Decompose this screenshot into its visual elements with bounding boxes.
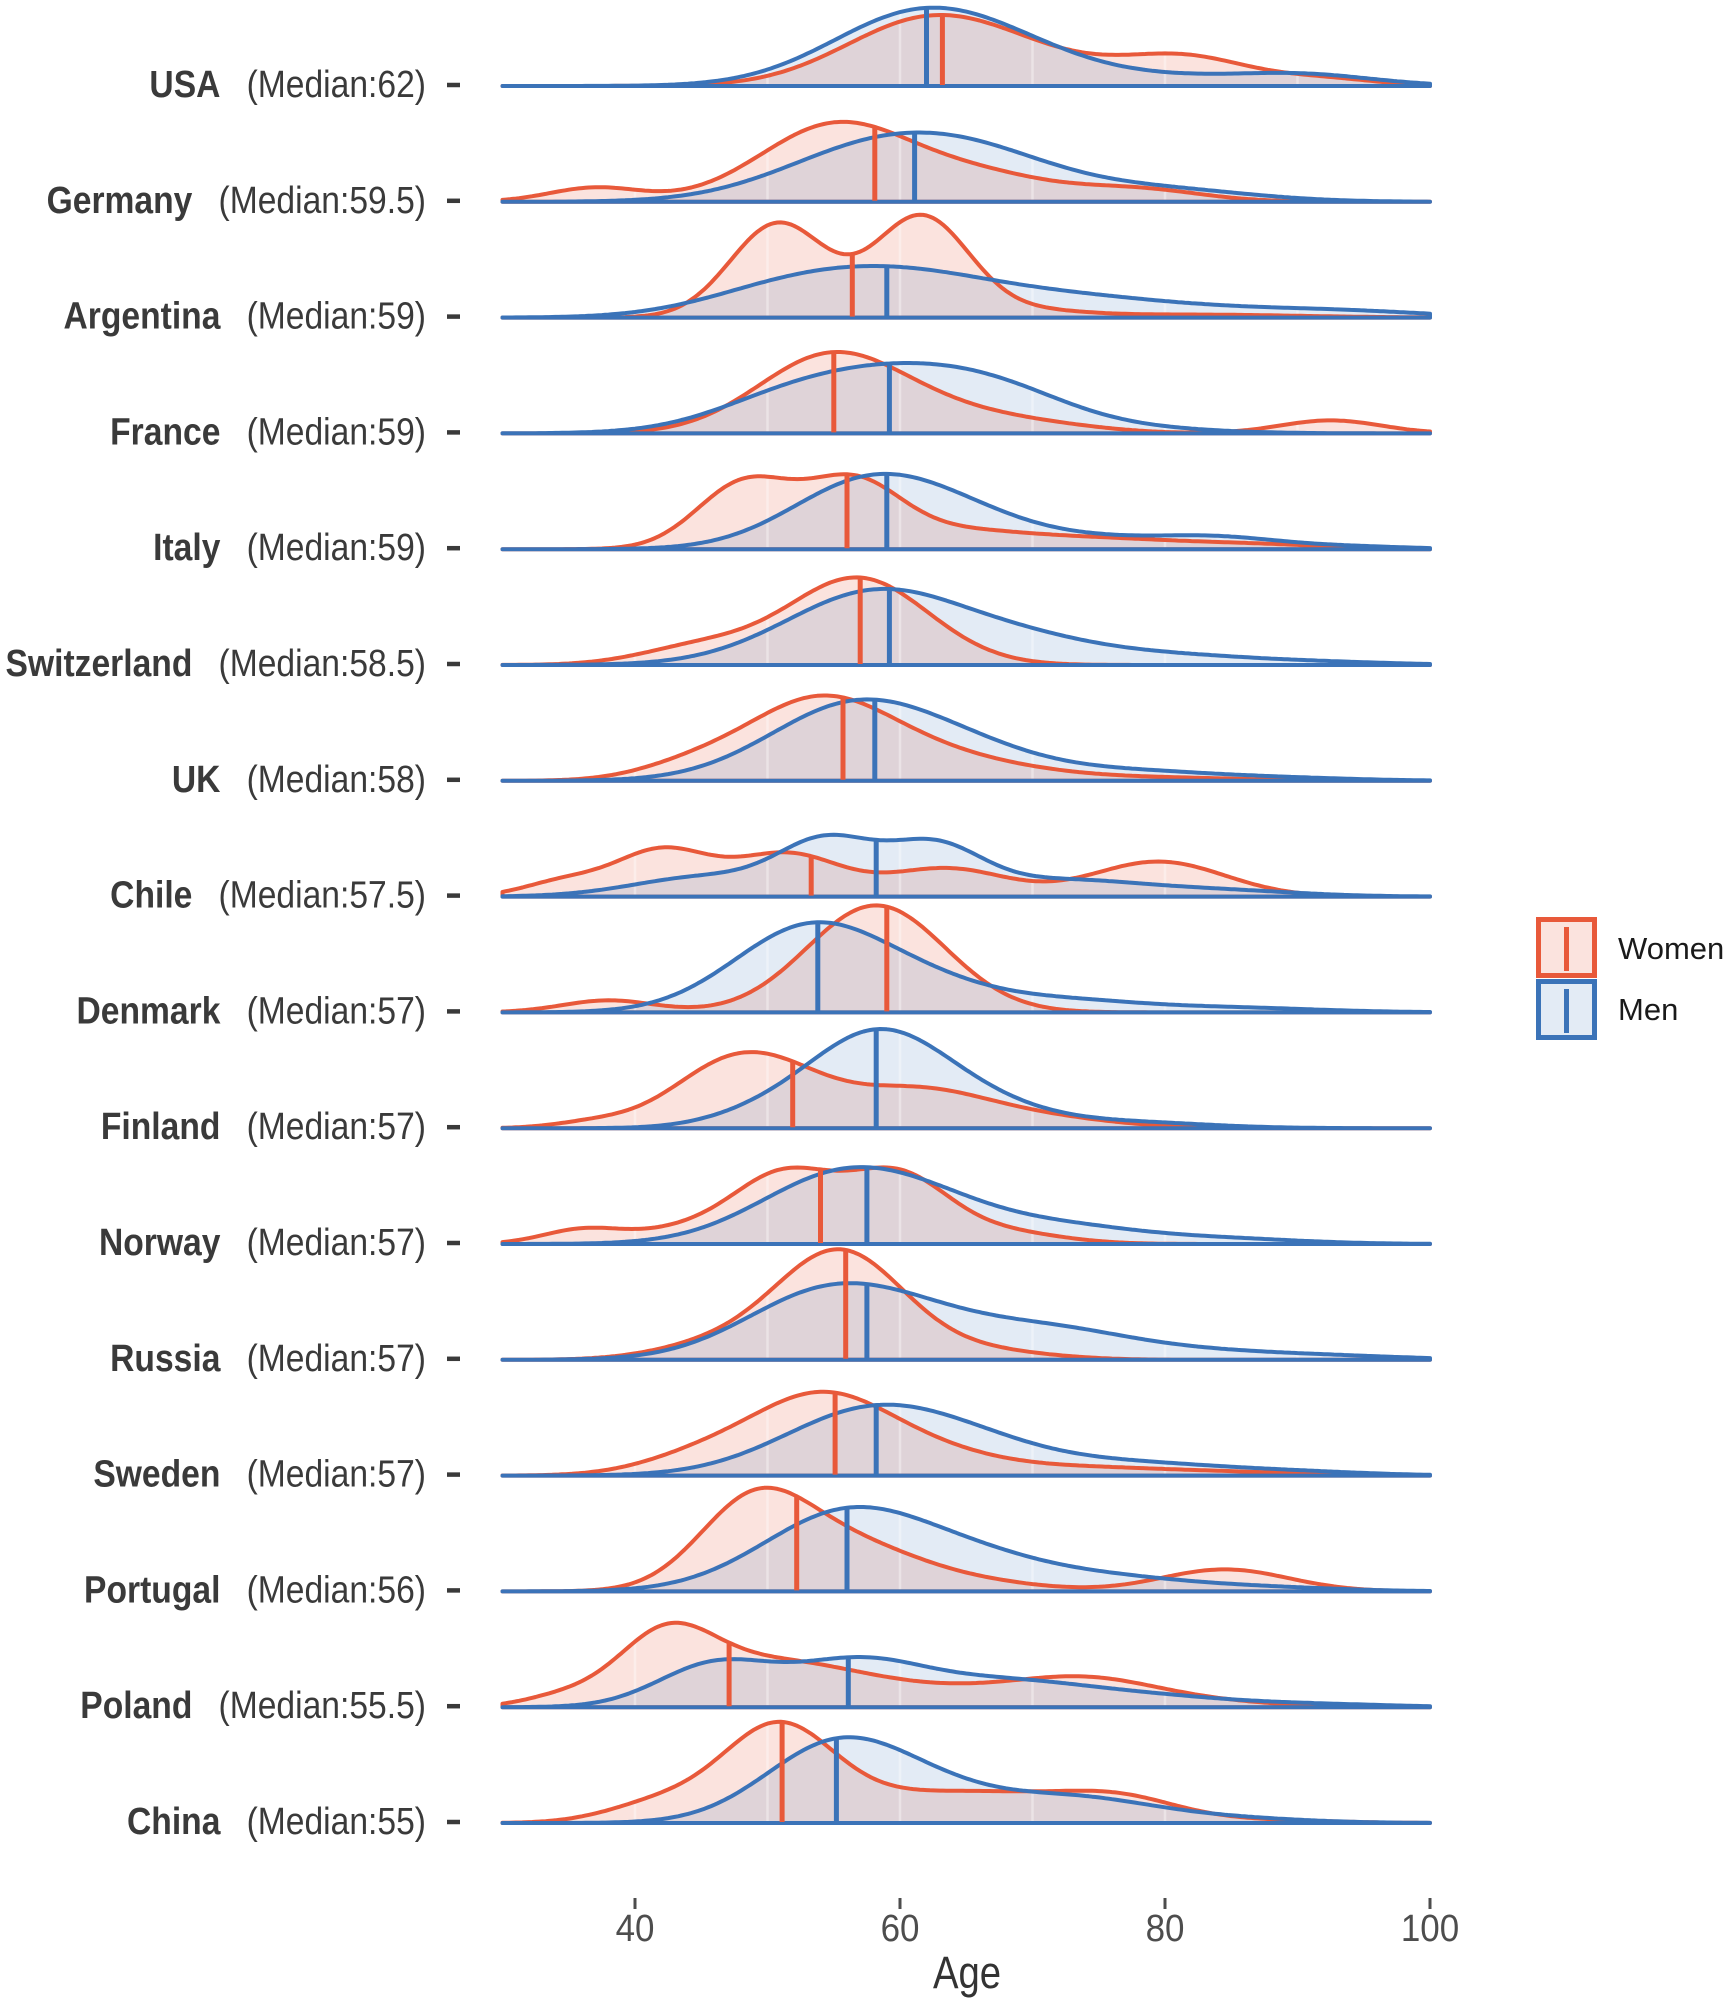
svg-text:Portugal (Median:56): Portugal (Median:56)	[84, 1569, 426, 1611]
svg-text:80: 80	[1146, 1907, 1185, 1950]
svg-text:USA (Median:62): USA (Median:62)	[149, 63, 426, 105]
svg-text:Sweden (Median:57): Sweden (Median:57)	[93, 1453, 426, 1495]
svg-text:Argentina (Median:59): Argentina (Median:59)	[63, 295, 426, 337]
svg-text:Switzerland (Median:58.5): Switzerland (Median:58.5)	[6, 642, 426, 684]
svg-text:Norway (Median:57): Norway (Median:57)	[99, 1221, 426, 1263]
svg-text:UK (Median:58): UK (Median:58)	[172, 758, 426, 800]
svg-text:Age: Age	[933, 1947, 1001, 1998]
svg-text:40: 40	[616, 1907, 655, 1950]
svg-text:China (Median:55): China (Median:55)	[127, 1800, 426, 1842]
svg-text:60: 60	[881, 1907, 920, 1950]
svg-text:100: 100	[1401, 1907, 1459, 1950]
svg-text:Germany (Median:59.5): Germany (Median:59.5)	[47, 179, 426, 221]
svg-text:Women: Women	[1618, 931, 1724, 966]
svg-text:Poland (Median:55.5): Poland (Median:55.5)	[80, 1684, 426, 1726]
svg-text:Italy (Median:59): Italy (Median:59)	[153, 526, 426, 568]
svg-text:Men: Men	[1618, 992, 1678, 1027]
svg-text:France (Median:59): France (Median:59)	[110, 411, 426, 453]
svg-text:Denmark (Median:57): Denmark (Median:57)	[77, 990, 426, 1032]
svg-text:Russia (Median:57): Russia (Median:57)	[110, 1337, 426, 1379]
svg-text:Chile (Median:57.5): Chile (Median:57.5)	[110, 874, 426, 916]
svg-text:Finland (Median:57): Finland (Median:57)	[101, 1105, 426, 1147]
